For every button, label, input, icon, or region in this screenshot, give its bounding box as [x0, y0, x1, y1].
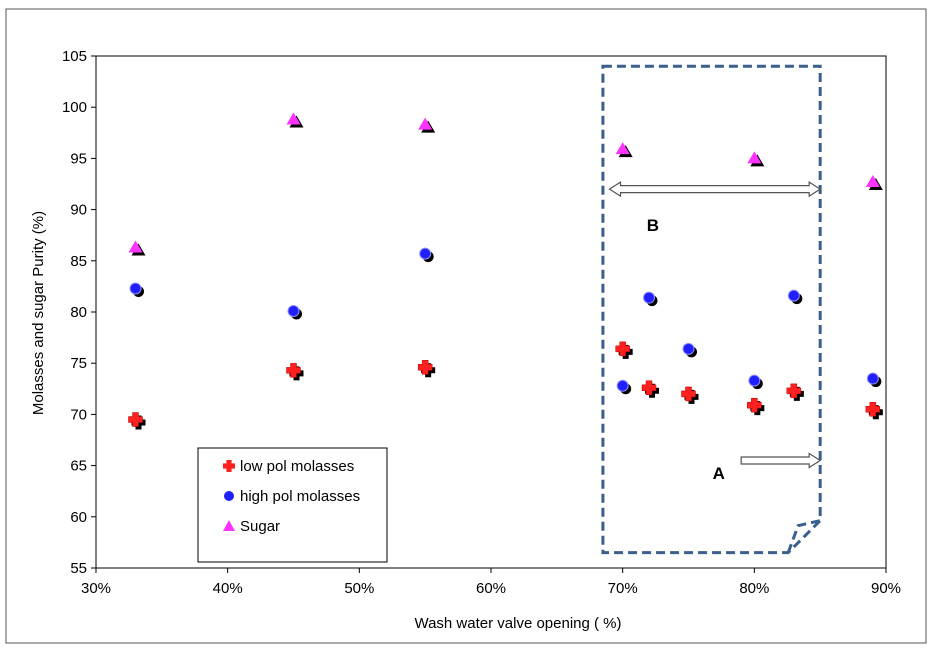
y-tick-label: 105 [62, 48, 87, 65]
marker [286, 112, 301, 125]
point-circle-8 [866, 372, 882, 388]
region-box-fold [786, 519, 821, 554]
x-tick-label: 90% [871, 580, 901, 597]
marker [865, 402, 881, 417]
legend-label: low pol molasses [240, 458, 354, 475]
y-tick-label: 60 [70, 509, 87, 526]
annotation-label-b: B [647, 216, 659, 235]
point-triangle-1 [286, 112, 304, 128]
annotation-label-a: A [713, 464, 725, 483]
x-tick-label: 40% [213, 580, 243, 597]
marker [681, 386, 696, 402]
marker [129, 282, 142, 295]
y-tick-label: 95 [70, 150, 87, 167]
marker [866, 372, 879, 385]
marker [748, 374, 761, 387]
point-triangle-3 [615, 142, 633, 158]
marker [287, 304, 300, 317]
point-square-plus-6 [747, 397, 765, 416]
point-triangle-4 [747, 151, 765, 167]
point-circle-7 [787, 289, 803, 305]
legend-label: Sugar [240, 518, 280, 535]
point-circle-2 [419, 247, 434, 263]
marker [128, 412, 143, 427]
legend-marker [223, 460, 235, 472]
x-tick-label: 30% [81, 580, 111, 597]
point-circle-0 [129, 282, 144, 297]
y-tick-label: 55 [70, 560, 87, 577]
point-square-plus-1 [286, 363, 304, 381]
x-tick-label: 80% [739, 580, 769, 597]
x-tick-label: 50% [344, 580, 374, 597]
region-box [601, 64, 822, 555]
data-points [128, 112, 883, 430]
marker [682, 342, 695, 355]
legend-marker [223, 520, 235, 531]
annotation-arrow-b [608, 181, 822, 198]
point-triangle-0 [128, 240, 146, 256]
y-axis-label: Molasses and sugar Purity (%) [30, 211, 47, 415]
legend-item: high pol molasses [224, 488, 360, 505]
marker [418, 117, 433, 130]
marker [641, 380, 657, 396]
legend: low pol molasses high pol molasses Sugar [197, 447, 388, 563]
point-circle-4 [643, 291, 658, 307]
point-triangle-2 [418, 117, 436, 133]
point-square-plus-7 [786, 383, 804, 401]
marker [616, 379, 629, 392]
point-triangle-5 [865, 174, 883, 190]
point-circle-6 [748, 374, 763, 390]
marker [615, 142, 630, 155]
marker [643, 291, 655, 304]
x-tick-label: 70% [608, 580, 638, 597]
point-circle-3 [616, 379, 632, 395]
legend-item: Sugar [223, 518, 280, 535]
y-tick-label: 90 [70, 202, 87, 219]
marker [747, 151, 762, 164]
annotations: AB [608, 181, 822, 483]
marker [865, 174, 880, 187]
marker [615, 341, 630, 357]
y-tick-label: 80 [70, 304, 87, 321]
point-square-plus-0 [128, 412, 146, 430]
marker [286, 363, 301, 378]
legend-marker [224, 491, 234, 501]
point-circle-5 [682, 342, 697, 358]
point-circle-1 [287, 304, 302, 320]
legend-item: low pol molasses [223, 458, 354, 475]
y-tick-label: 70 [70, 406, 87, 423]
axes: 55 60 65 70 75 80 85 90 95 100 105 30% 40% 50% 60% 70% 8… [62, 48, 901, 597]
x-axis-label: Wash water valve opening ( %) [414, 615, 621, 632]
y-tick-label: 75 [70, 355, 87, 372]
marker [747, 397, 762, 413]
y-tick-label: 85 [70, 253, 87, 270]
point-square-plus-5 [681, 386, 699, 404]
point-square-plus-8 [865, 402, 883, 420]
y-tick-label: 100 [62, 99, 87, 116]
marker [787, 289, 800, 302]
legend-label: high pol molasses [240, 488, 360, 505]
x-tick-label: 60% [476, 580, 506, 597]
marker [786, 383, 802, 399]
marker [417, 360, 433, 375]
point-square-plus-3 [615, 341, 633, 359]
y-tick-label: 65 [70, 458, 87, 475]
marker [419, 247, 432, 260]
annotation-arrow-a [740, 452, 822, 469]
marker [128, 240, 143, 253]
chart-border [5, 8, 927, 644]
point-square-plus-4 [641, 380, 659, 398]
point-square-plus-2 [417, 360, 436, 378]
region-box-outline [601, 64, 822, 555]
